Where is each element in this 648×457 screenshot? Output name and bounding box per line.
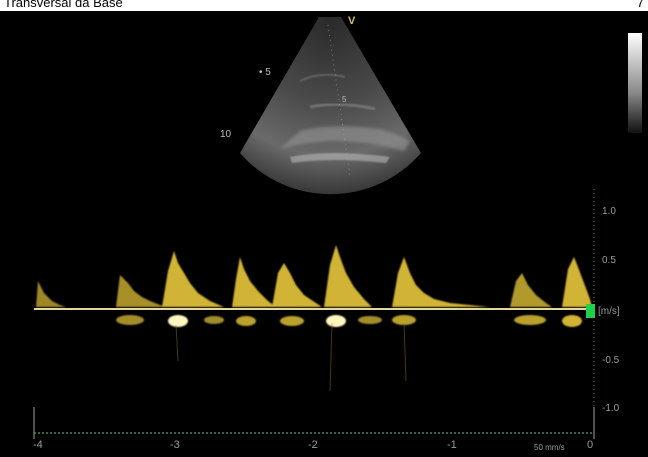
sector-v-marker: V	[348, 15, 356, 27]
exam-title: Transversal da Base	[4, 0, 123, 10]
velocity-indicator	[586, 304, 595, 318]
time-tick-neg-3: -3	[170, 439, 180, 451]
depth-label-10: 10	[220, 129, 232, 140]
time-tick-neg-4: -4	[33, 439, 43, 451]
time-tick-0: 0	[587, 439, 594, 451]
title-bar: Transversal da Base 7	[0, 0, 648, 11]
grayscale-bar	[628, 33, 642, 133]
velocity-tick-0-5: 0.5	[602, 255, 616, 266]
sweep-speed-label: 50 mm/s	[534, 443, 565, 452]
time-tick-neg-2: -2	[308, 439, 318, 451]
time-tick-neg-1: -1	[447, 439, 457, 451]
doppler-spectrum-negative	[116, 315, 582, 327]
ultrasound-viewport: V • 5 10 5 1.0 0.5 [m/s] -0.5 -1.0 -4 -3…	[0, 11, 648, 457]
velocity-tick-neg-0-5: -0.5	[602, 355, 620, 366]
velocity-tick-neg-1-0: -1.0	[602, 403, 620, 414]
depth-label-5-inner: 5	[342, 95, 347, 104]
ultrasound-graphics	[33, 17, 595, 439]
velocity-tick-1-0: 1.0	[602, 206, 616, 217]
depth-label-5-dot: • 5	[259, 67, 271, 78]
doppler-spectrum	[36, 245, 592, 307]
velocity-unit-label: [m/s]	[598, 306, 620, 317]
image-number: 7	[636, 0, 644, 10]
